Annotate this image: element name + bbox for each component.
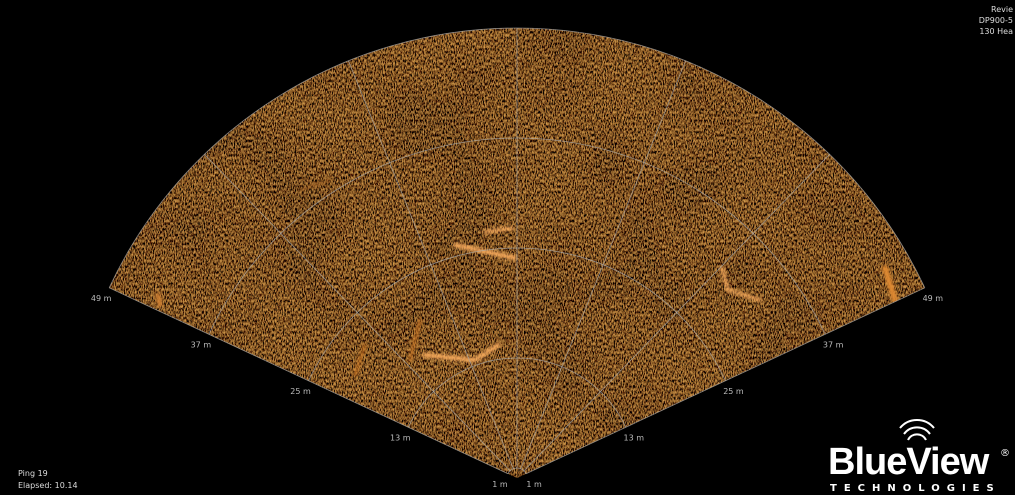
range-label: 1 m — [492, 480, 508, 489]
range-label: 1 m — [526, 480, 542, 489]
range-label: 37 m — [823, 340, 844, 349]
bearing-line — [108, 287, 509, 475]
logo-mark: ® — [1000, 448, 1010, 459]
logo-name: BlueView — [828, 441, 990, 483]
range-label: 13 m — [390, 433, 411, 442]
ping-count: Ping 19 — [18, 469, 48, 478]
status-line: DP900-5 — [979, 16, 1013, 25]
range-label: 49 m — [91, 294, 112, 303]
range-label: 37 m — [191, 340, 212, 349]
elapsed-time: Elapsed: 10.14 — [18, 481, 78, 490]
range-grid — [108, 27, 926, 475]
status-line: Revie — [991, 5, 1013, 14]
logo: BlueView ® TECHNOLOGIES — [828, 418, 1010, 494]
bearing-line — [520, 60, 686, 469]
range-labels: 1 m 1 m 13 m 13 m 25 m 25 m 37 m 37 m 49 m 49 m — [91, 294, 943, 489]
range-label: 25 m — [723, 387, 744, 396]
bearing-line — [204, 154, 511, 472]
range-label: 13 m — [623, 433, 644, 442]
bearing-line — [523, 154, 830, 472]
status-line: 130 Hea — [979, 27, 1013, 36]
range-label: 49 m — [923, 294, 944, 303]
bearing-line — [525, 287, 926, 475]
bearing-line — [348, 60, 514, 469]
logo-signal — [899, 418, 935, 441]
logo-sub: TECHNOLOGIES — [830, 483, 1001, 494]
range-label: 25 m — [290, 387, 311, 396]
range-ring — [108, 27, 926, 288]
range-ring — [507, 467, 527, 474]
